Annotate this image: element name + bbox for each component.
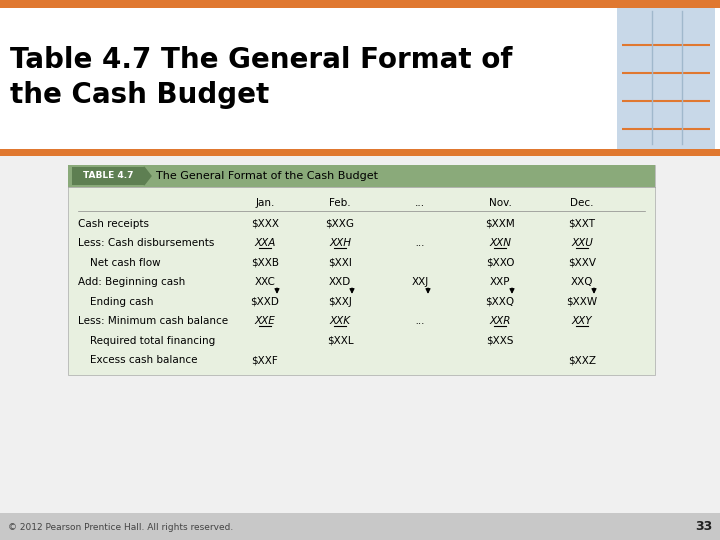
Text: $XXW: $XXW	[567, 297, 598, 307]
Bar	[72, 167, 144, 185]
Text: XXQ: XXQ	[571, 277, 593, 287]
Text: $XXO: $XXO	[486, 258, 514, 268]
Text: Table 4.7 The General Format of: Table 4.7 The General Format of	[10, 46, 513, 74]
Bar	[0, 156, 720, 513]
Text: Net cash flow: Net cash flow	[90, 258, 161, 268]
Text: $XXL: $XXL	[327, 336, 354, 346]
Text: Cash receipts: Cash receipts	[78, 219, 149, 229]
Text: The General Format of the Cash Budget: The General Format of the Cash Budget	[156, 171, 378, 181]
Text: Dec.: Dec.	[570, 198, 594, 208]
Text: the Cash Budget: the Cash Budget	[10, 81, 269, 109]
Text: XXH: XXH	[329, 238, 351, 248]
Text: XXP: XXP	[490, 277, 510, 287]
Text: XXE: XXE	[255, 316, 275, 326]
Text: $XXS: $XXS	[486, 336, 514, 346]
Text: $XXX: $XXX	[251, 219, 279, 229]
Bar	[0, 526, 720, 535]
Bar	[0, 149, 720, 156]
Text: Add: Beginning cash: Add: Beginning cash	[78, 277, 185, 287]
Text: XXD: XXD	[329, 277, 351, 287]
Text: $XXM: $XXM	[485, 219, 515, 229]
Text: Feb.: Feb.	[329, 198, 351, 208]
Text: XXC: XXC	[255, 277, 276, 287]
Text: $XXV: $XXV	[568, 258, 596, 268]
Text: © 2012 Pearson Prentice Hall. All rights reserved.: © 2012 Pearson Prentice Hall. All rights…	[8, 523, 233, 531]
Text: Ending cash: Ending cash	[90, 297, 153, 307]
Text: Required total financing: Required total financing	[90, 336, 215, 346]
Text: $XXQ: $XXQ	[485, 297, 515, 307]
Text: $XXG: $XXG	[325, 219, 354, 229]
Text: Less: Minimum cash balance: Less: Minimum cash balance	[78, 316, 228, 326]
Bar	[0, 513, 720, 540]
Text: Excess cash balance: Excess cash balance	[90, 355, 197, 365]
Text: $XXZ: $XXZ	[568, 355, 596, 365]
Bar	[68, 165, 655, 187]
Text: $XXD: $XXD	[251, 297, 279, 307]
Text: $XXF: $XXF	[251, 355, 279, 365]
Text: ...: ...	[415, 316, 425, 326]
Bar	[0, 0, 720, 8]
Text: $XXJ: $XXJ	[328, 297, 352, 307]
Text: ...: ...	[415, 238, 425, 248]
Text: $XXI: $XXI	[328, 258, 352, 268]
Polygon shape	[144, 167, 151, 185]
Text: TABLE 4.7: TABLE 4.7	[83, 172, 133, 180]
Text: Less: Cash disbursements: Less: Cash disbursements	[78, 238, 215, 248]
Text: 33: 33	[695, 521, 712, 534]
Bar	[0, 8, 720, 150]
Bar	[68, 165, 655, 375]
Text: XXN: XXN	[489, 238, 511, 248]
Text: XXY: XXY	[572, 316, 593, 326]
Text: $XXT: $XXT	[569, 219, 595, 229]
Text: XXJ: XXJ	[411, 277, 428, 287]
Text: XXU: XXU	[571, 238, 593, 248]
Text: XXA: XXA	[254, 238, 276, 248]
Text: XXK: XXK	[330, 316, 351, 326]
Text: ...: ...	[415, 198, 425, 208]
Text: Jan.: Jan.	[256, 198, 275, 208]
Bar	[617, 6, 715, 149]
Text: Nov.: Nov.	[489, 198, 511, 208]
Text: XXR: XXR	[490, 316, 510, 326]
Text: $XXB: $XXB	[251, 258, 279, 268]
